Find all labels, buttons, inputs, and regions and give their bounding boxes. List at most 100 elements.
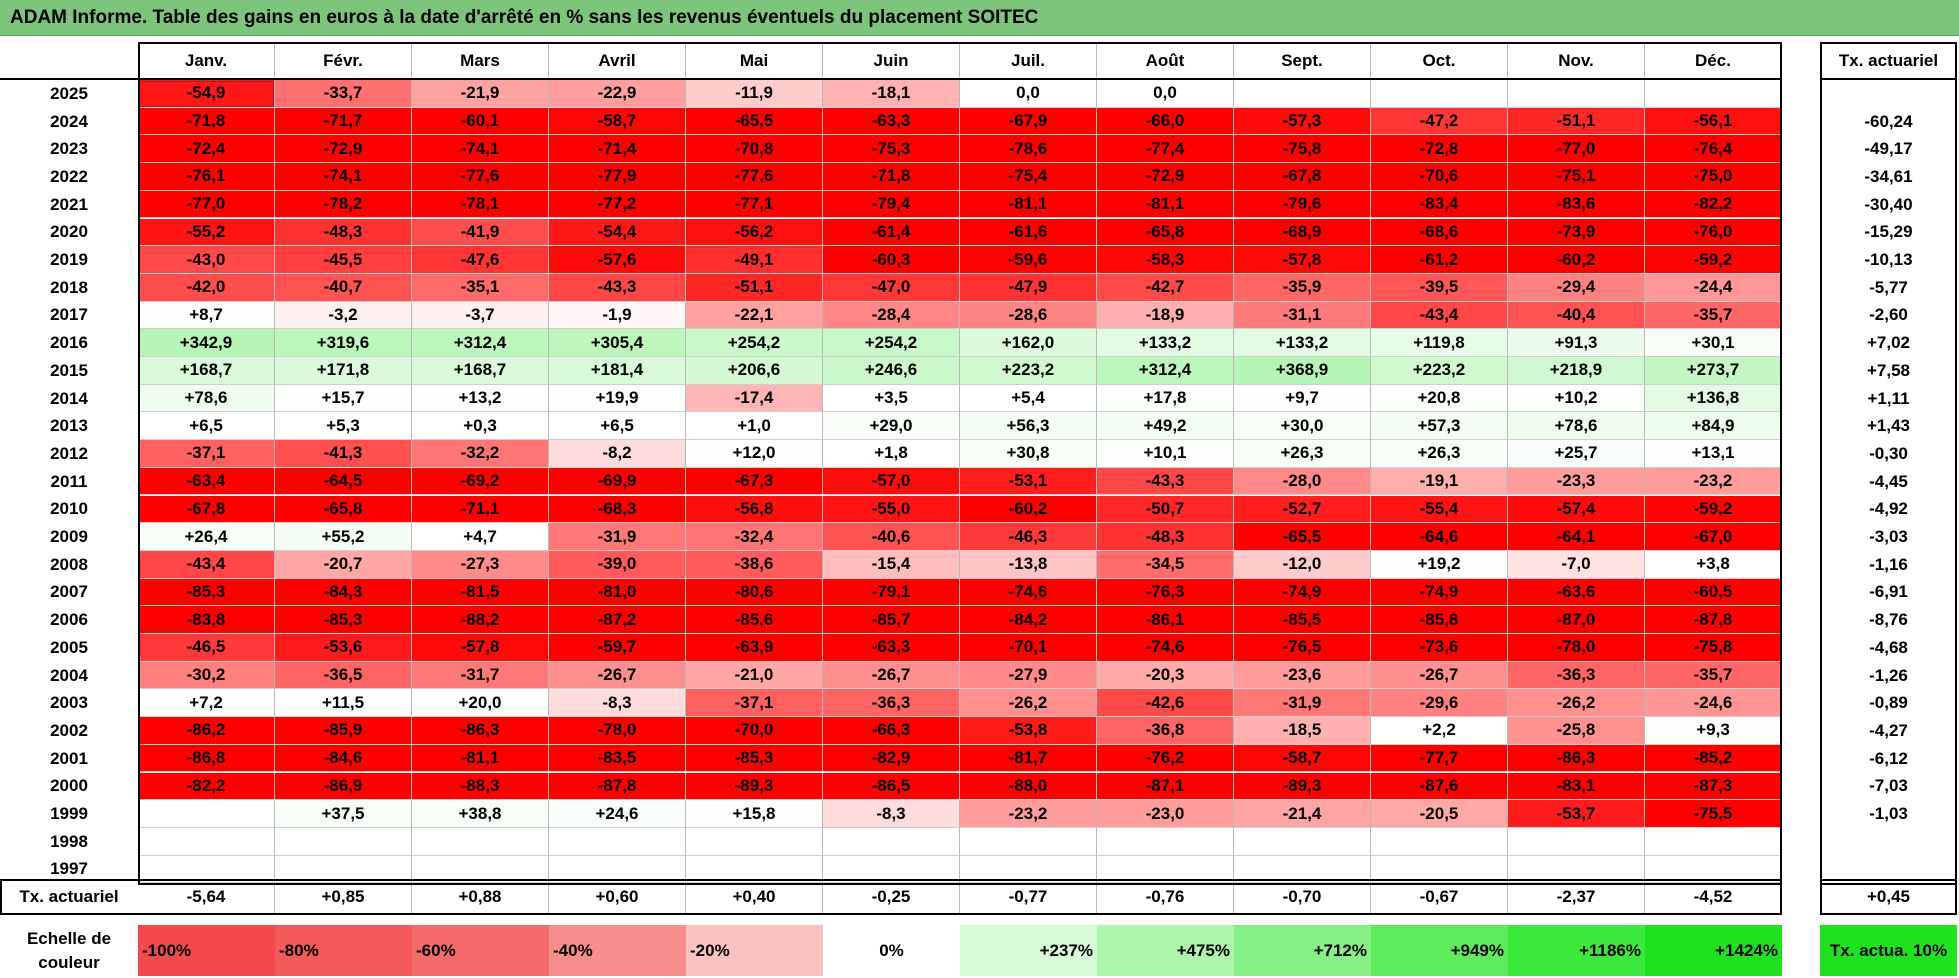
- heatmap-cell: -68,6: [1371, 218, 1508, 247]
- heatmap-cell: -71,4: [549, 135, 686, 164]
- year-label: 2013: [50, 416, 88, 436]
- heatmap-cell: -77,0: [138, 190, 275, 219]
- heatmap-cell: -36,8: [1097, 717, 1234, 745]
- heatmap-cell: -75,1: [1508, 163, 1645, 191]
- rate-cell: -1,26: [1869, 665, 1908, 685]
- rate-cell: -0,89: [1869, 693, 1908, 713]
- heatmap-cell: -68,9: [1234, 218, 1371, 247]
- heatmap-cell: +15,8: [686, 800, 823, 828]
- heatmap-cell: +254,2: [686, 329, 823, 357]
- year-label: 2024: [50, 111, 88, 131]
- heatmap-cell: +168,7: [412, 357, 549, 385]
- heatmap-cell: +168,7: [138, 357, 275, 385]
- rate-cell: -6,91: [1869, 582, 1908, 602]
- heatmap-cell: +312,4: [1097, 357, 1234, 385]
- heatmap-cell: -3,2: [275, 301, 412, 330]
- heatmap-cell: +78,6: [138, 384, 275, 413]
- summary-cell: +0,40: [686, 881, 823, 913]
- year-label: 2015: [50, 360, 88, 380]
- heatmap-cell: -23,2: [1645, 467, 1782, 496]
- year-label: 2023: [50, 139, 88, 159]
- year-label: 2008: [50, 554, 88, 574]
- heatmap-cell: -75,0: [1645, 163, 1782, 191]
- heatmap-cell: -21,4: [1234, 800, 1371, 828]
- heatmap-cell: -86,3: [1508, 744, 1645, 773]
- heatmap-cell: -70,1: [960, 634, 1097, 662]
- heatmap-cell: -67,9: [960, 107, 1097, 136]
- heatmap-cell: -47,0: [823, 273, 960, 302]
- heatmap-cell: -75,5: [1645, 800, 1782, 828]
- heatmap-cell: -58,7: [1234, 744, 1371, 773]
- heatmap-cell: -77,6: [686, 163, 823, 191]
- month-header: Sept.: [1234, 44, 1371, 77]
- legend-swatch: +237%: [960, 925, 1097, 976]
- heatmap-cell: -88,0: [960, 772, 1097, 801]
- heatmap-cell: +15,7: [275, 384, 412, 413]
- heatmap-cell: -75,8: [1234, 135, 1371, 164]
- rate-cell: -30,40: [1864, 194, 1913, 214]
- heatmap-cell: -17,4: [686, 384, 823, 413]
- heatmap-cell: -82,2: [138, 772, 275, 801]
- summary-cell: +0,60: [549, 881, 686, 913]
- heatmap-cell: -86,9: [275, 772, 412, 801]
- heatmap-cell: +133,2: [1097, 329, 1234, 357]
- legend-swatch: -60%: [412, 925, 549, 976]
- heatmap-cell: +246,6: [823, 357, 960, 385]
- heatmap-cell: +12,0: [686, 440, 823, 468]
- rate-cell: -0,30: [1869, 443, 1908, 463]
- heatmap-cell: +19,9: [549, 384, 686, 413]
- heatmap-cell: -34,5: [1097, 550, 1234, 579]
- heatmap-cell: -64,1: [1508, 523, 1645, 551]
- heatmap-cell: -35,9: [1234, 273, 1371, 302]
- heatmap-cell: [1645, 827, 1782, 856]
- heatmap-cell: -47,2: [1371, 107, 1508, 136]
- heatmap-cell: -83,5: [549, 744, 686, 773]
- heatmap-cell: -66,3: [823, 717, 960, 745]
- rate-cell: -34,61: [1864, 166, 1913, 186]
- year-label: 2018: [50, 277, 88, 297]
- heatmap-cell: -77,9: [549, 163, 686, 191]
- heatmap-cell: -36,3: [1508, 661, 1645, 690]
- month-header: Oct.: [1371, 44, 1508, 77]
- heatmap-cell: -85,7: [823, 606, 960, 634]
- month-header: Mars: [412, 44, 549, 77]
- heatmap-cell: +30,1: [1645, 329, 1782, 357]
- year-label: 1998: [50, 831, 88, 851]
- year-label: 2001: [50, 748, 88, 768]
- rate-cell: [1820, 856, 1957, 884]
- heatmap-cell: +312,4: [412, 329, 549, 357]
- heatmap-cell: -61,6: [960, 218, 1097, 247]
- heatmap-cell: -42,0: [138, 273, 275, 302]
- heatmap-cell: +273,7: [1645, 357, 1782, 385]
- heatmap-cell: -59,2: [1645, 495, 1782, 524]
- heatmap-cell: -13,8: [960, 550, 1097, 579]
- heatmap-cell: -3,7: [412, 301, 549, 330]
- heatmap-cell: -76,1: [138, 163, 275, 191]
- heatmap-cell: -73,9: [1508, 218, 1645, 247]
- heatmap-cell: -70,0: [686, 717, 823, 745]
- heatmap-cell: -26,2: [1508, 689, 1645, 718]
- heatmap-cell: -60,1: [412, 107, 549, 136]
- summary-cell: -0,25: [823, 881, 960, 913]
- heatmap-cell: -21,0: [686, 661, 823, 690]
- rate-cell: -5,77: [1869, 277, 1908, 297]
- heatmap-cell: +368,9: [1234, 357, 1371, 385]
- heatmap-cell: -55,2: [138, 218, 275, 247]
- heatmap-cell: -65,8: [275, 495, 412, 524]
- heatmap-cell: -46,5: [138, 634, 275, 662]
- heatmap-cell: +10,2: [1508, 384, 1645, 413]
- heatmap-cell: +254,2: [823, 329, 960, 357]
- summary-cell: -4,52: [1645, 881, 1782, 913]
- heatmap-cell: -26,2: [960, 689, 1097, 718]
- heatmap-cell: -57,0: [823, 467, 960, 496]
- heatmap-cell: -71,8: [823, 163, 960, 191]
- heatmap-cell: -65,5: [686, 107, 823, 136]
- heatmap-cell: -76,4: [1645, 135, 1782, 164]
- heatmap-cell: +162,0: [960, 329, 1097, 357]
- heatmap-cell: -64,5: [275, 467, 412, 496]
- heatmap-cell: +5,3: [275, 412, 412, 441]
- legend-label: Echelle de couleur: [26, 928, 112, 972]
- heatmap-cell: +26,3: [1371, 440, 1508, 468]
- heatmap-cell: -63,3: [823, 634, 960, 662]
- header-divider: [1820, 78, 1957, 80]
